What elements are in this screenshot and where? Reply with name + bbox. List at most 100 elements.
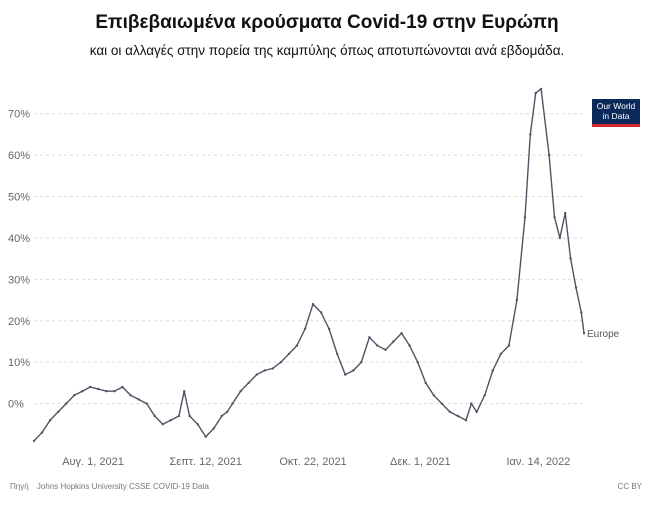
data-point[interactable]	[295, 344, 299, 347]
data-point[interactable]	[263, 369, 266, 372]
data-point[interactable]	[564, 211, 567, 215]
y-tick-label: 50%	[8, 192, 30, 204]
data-point[interactable]	[558, 236, 562, 240]
data-point[interactable]	[311, 303, 315, 306]
y-tick-label: 30%	[8, 274, 30, 286]
data-point[interactable]	[145, 402, 148, 405]
data-point[interactable]	[81, 390, 84, 393]
data-point[interactable]	[105, 390, 108, 393]
data-point[interactable]	[475, 410, 478, 414]
y-tick-label: 0%	[8, 399, 24, 411]
data-point[interactable]	[212, 427, 215, 430]
data-point[interactable]	[287, 352, 291, 356]
data-point[interactable]	[507, 344, 511, 347]
data-point[interactable]	[408, 344, 411, 347]
data-point[interactable]	[432, 394, 435, 397]
footer-source: Πηγή Johns Hopkins University CSSE COVID…	[10, 482, 209, 491]
data-point[interactable]	[169, 419, 172, 422]
data-point[interactable]	[113, 390, 116, 393]
x-tick-label: Αυγ. 1, 2021	[62, 456, 124, 468]
data-point[interactable]	[177, 414, 181, 418]
data-point[interactable]	[129, 394, 132, 397]
data-point[interactable]	[416, 361, 419, 364]
data-point[interactable]	[553, 216, 556, 219]
y-tick-label: 60%	[8, 150, 30, 162]
data-point[interactable]	[319, 311, 323, 314]
x-tick-label: Οκτ. 22, 2021	[279, 456, 346, 468]
logo-line1: Our World	[596, 101, 636, 111]
data-point[interactable]	[255, 373, 258, 376]
data-point[interactable]	[271, 367, 274, 370]
x-axis-ticks: Αυγ. 1, 2021 Σεπτ. 12, 2021 Οκτ. 22, 2021 Δ…	[62, 456, 570, 468]
data-point[interactable]	[464, 419, 468, 422]
data-point[interactable]	[183, 390, 186, 393]
data-point[interactable]	[384, 348, 387, 351]
series-points	[32, 87, 586, 443]
data-point[interactable]	[424, 381, 427, 385]
data-point[interactable]	[580, 311, 583, 314]
data-point[interactable]	[188, 414, 191, 418]
data-point[interactable]	[327, 327, 331, 331]
data-point[interactable]	[534, 91, 537, 95]
chart-title: Επιβεβαιωμένα κρούσματα Covid-19 στην Ευ…	[95, 12, 559, 33]
data-point[interactable]	[569, 257, 572, 260]
data-point[interactable]	[515, 298, 519, 302]
data-point[interactable]	[32, 439, 36, 443]
series-label-europe: Europe	[587, 329, 620, 340]
data-point[interactable]	[220, 414, 223, 418]
data-point[interactable]	[279, 361, 282, 364]
y-tick-label: 10%	[8, 357, 30, 369]
data-point[interactable]	[360, 361, 363, 364]
data-point[interactable]	[204, 435, 207, 438]
data-point[interactable]	[499, 352, 502, 356]
data-point[interactable]	[239, 390, 242, 393]
data-point[interactable]	[231, 402, 234, 405]
owid-logo[interactable]: Our World in Data	[592, 99, 640, 127]
data-point[interactable]	[368, 336, 371, 339]
data-point[interactable]	[153, 414, 156, 418]
source-text[interactable]: Johns Hopkins University CSSE COVID-19 D…	[36, 482, 209, 491]
data-point[interactable]	[48, 419, 52, 422]
x-tick-label: Δεκ. 1, 2021	[390, 456, 451, 468]
x-tick-label: Σεπτ. 12, 2021	[169, 456, 242, 468]
data-point[interactable]	[523, 216, 527, 219]
data-point[interactable]	[97, 387, 100, 391]
data-point[interactable]	[483, 394, 486, 397]
x-tick-label: Ιαν. 14, 2022	[506, 456, 570, 468]
data-point[interactable]	[376, 344, 379, 347]
data-point[interactable]	[161, 423, 164, 426]
data-point[interactable]	[582, 332, 586, 335]
data-point[interactable]	[196, 423, 199, 426]
data-point[interactable]	[226, 410, 229, 414]
data-point[interactable]	[440, 402, 443, 405]
data-point[interactable]	[336, 352, 339, 356]
data-point[interactable]	[547, 153, 551, 157]
series-line-europe[interactable]	[33, 87, 585, 442]
data-point[interactable]	[121, 385, 124, 389]
data-point[interactable]	[89, 385, 92, 389]
data-point[interactable]	[137, 398, 140, 401]
data-point[interactable]	[448, 410, 452, 414]
y-tick-label: 70%	[8, 109, 30, 121]
data-point[interactable]	[247, 381, 250, 385]
data-point[interactable]	[40, 431, 44, 434]
data-point[interactable]	[392, 340, 395, 343]
data-point[interactable]	[470, 402, 473, 405]
data-point[interactable]	[303, 327, 307, 331]
source-label: Πηγή	[10, 482, 29, 491]
data-point[interactable]	[491, 369, 494, 372]
data-point[interactable]	[400, 332, 403, 335]
data-point[interactable]	[574, 286, 578, 289]
data-point[interactable]	[65, 402, 68, 405]
data-point[interactable]	[56, 410, 60, 414]
data-point[interactable]	[352, 369, 355, 372]
data-point[interactable]	[344, 373, 347, 376]
y-axis-ticks: 0% 10% 20% 30% 40% 50% 60% 70%	[8, 109, 30, 411]
logo-line2: in Data	[602, 111, 630, 121]
data-point[interactable]	[539, 87, 543, 91]
license-link[interactable]: CC BY	[617, 482, 642, 491]
data-point[interactable]	[73, 394, 76, 397]
data-point[interactable]	[456, 414, 460, 418]
data-point[interactable]	[529, 133, 532, 136]
